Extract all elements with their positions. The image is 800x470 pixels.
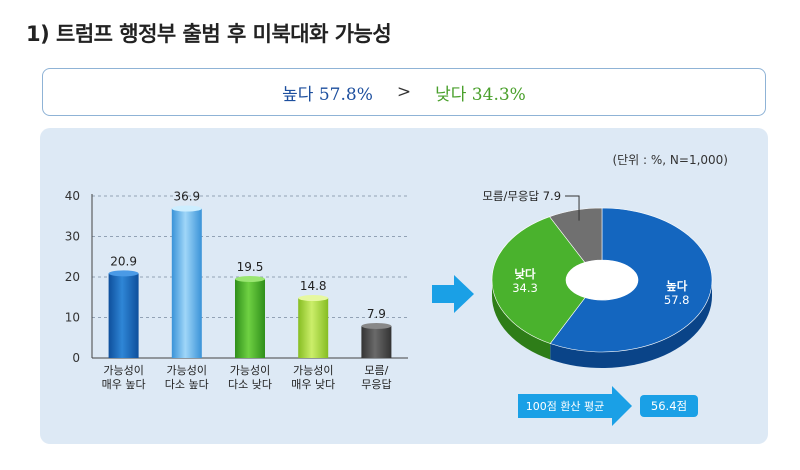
bar-top bbox=[235, 276, 265, 283]
leader-line bbox=[565, 195, 580, 221]
donut-label: 낮다 bbox=[514, 267, 536, 281]
x-tick-label: 가능성이 다소 높다 bbox=[165, 364, 209, 391]
bar bbox=[108, 273, 139, 358]
bar-value-label: 36.9 bbox=[173, 190, 200, 204]
bar-top bbox=[108, 270, 139, 277]
bar-top bbox=[361, 323, 392, 330]
x-tick-label: 가능성이 매우 높다 bbox=[102, 364, 146, 391]
y-tick-label: 10 bbox=[65, 311, 80, 325]
average-badge: 100점 환산 평균 56.4점 bbox=[518, 386, 698, 426]
bar-value-label: 20.9 bbox=[110, 254, 137, 268]
average-label: 100점 환산 평균 bbox=[526, 400, 605, 413]
y-tick-label: 0 bbox=[72, 351, 80, 365]
x-tick-label: 가능성이 매우 낮다 bbox=[291, 364, 335, 391]
bar-value-label: 14.8 bbox=[300, 279, 327, 293]
page-title: 1) 트럼프 행정부 출범 후 미북대화 가능성 bbox=[26, 22, 392, 46]
bar-chart: 0 10 20 30 40 20.9 가능성이 매우 높다 36.9 가능성이 다소 높다 19.5 가… bbox=[65, 189, 408, 391]
donut-value-label: 34.3 bbox=[512, 281, 538, 295]
y-tick-label: 40 bbox=[65, 189, 80, 203]
x-tick-label: 모름/무응답 bbox=[361, 364, 391, 391]
bar-top bbox=[298, 295, 329, 302]
y-tick-label: 20 bbox=[65, 270, 80, 284]
summary-low: 낮다 34.3% bbox=[435, 84, 526, 105]
unit-note: (단위 : %, N=1,000) bbox=[612, 153, 728, 167]
donut-value-label: 57.8 bbox=[664, 293, 690, 307]
bar-value-label: 19.5 bbox=[237, 260, 264, 274]
summary-box: 높다 57.8% > 낮다 34.3% bbox=[42, 68, 766, 116]
average-value: 56.4점 bbox=[651, 399, 687, 413]
x-tick-label: 가능성이 다소 낮다 bbox=[228, 364, 272, 391]
y-tick-label: 30 bbox=[65, 230, 80, 244]
bar bbox=[235, 279, 265, 358]
donut-slice-side bbox=[550, 280, 712, 368]
bar bbox=[298, 298, 329, 358]
donut-outside-label: 모름/무응답 7.9 bbox=[482, 189, 561, 203]
donut-hole bbox=[566, 260, 638, 300]
donut-slice-side bbox=[492, 280, 551, 360]
bar bbox=[361, 326, 392, 358]
donut-label: 높다 bbox=[666, 279, 688, 293]
bar-top bbox=[171, 205, 202, 212]
summary-gt: > bbox=[396, 82, 412, 102]
bar bbox=[171, 208, 202, 358]
summary-high: 높다 57.8% bbox=[282, 84, 373, 105]
bar-value-label: 7.9 bbox=[367, 307, 386, 321]
right-arrow-icon bbox=[432, 275, 474, 313]
